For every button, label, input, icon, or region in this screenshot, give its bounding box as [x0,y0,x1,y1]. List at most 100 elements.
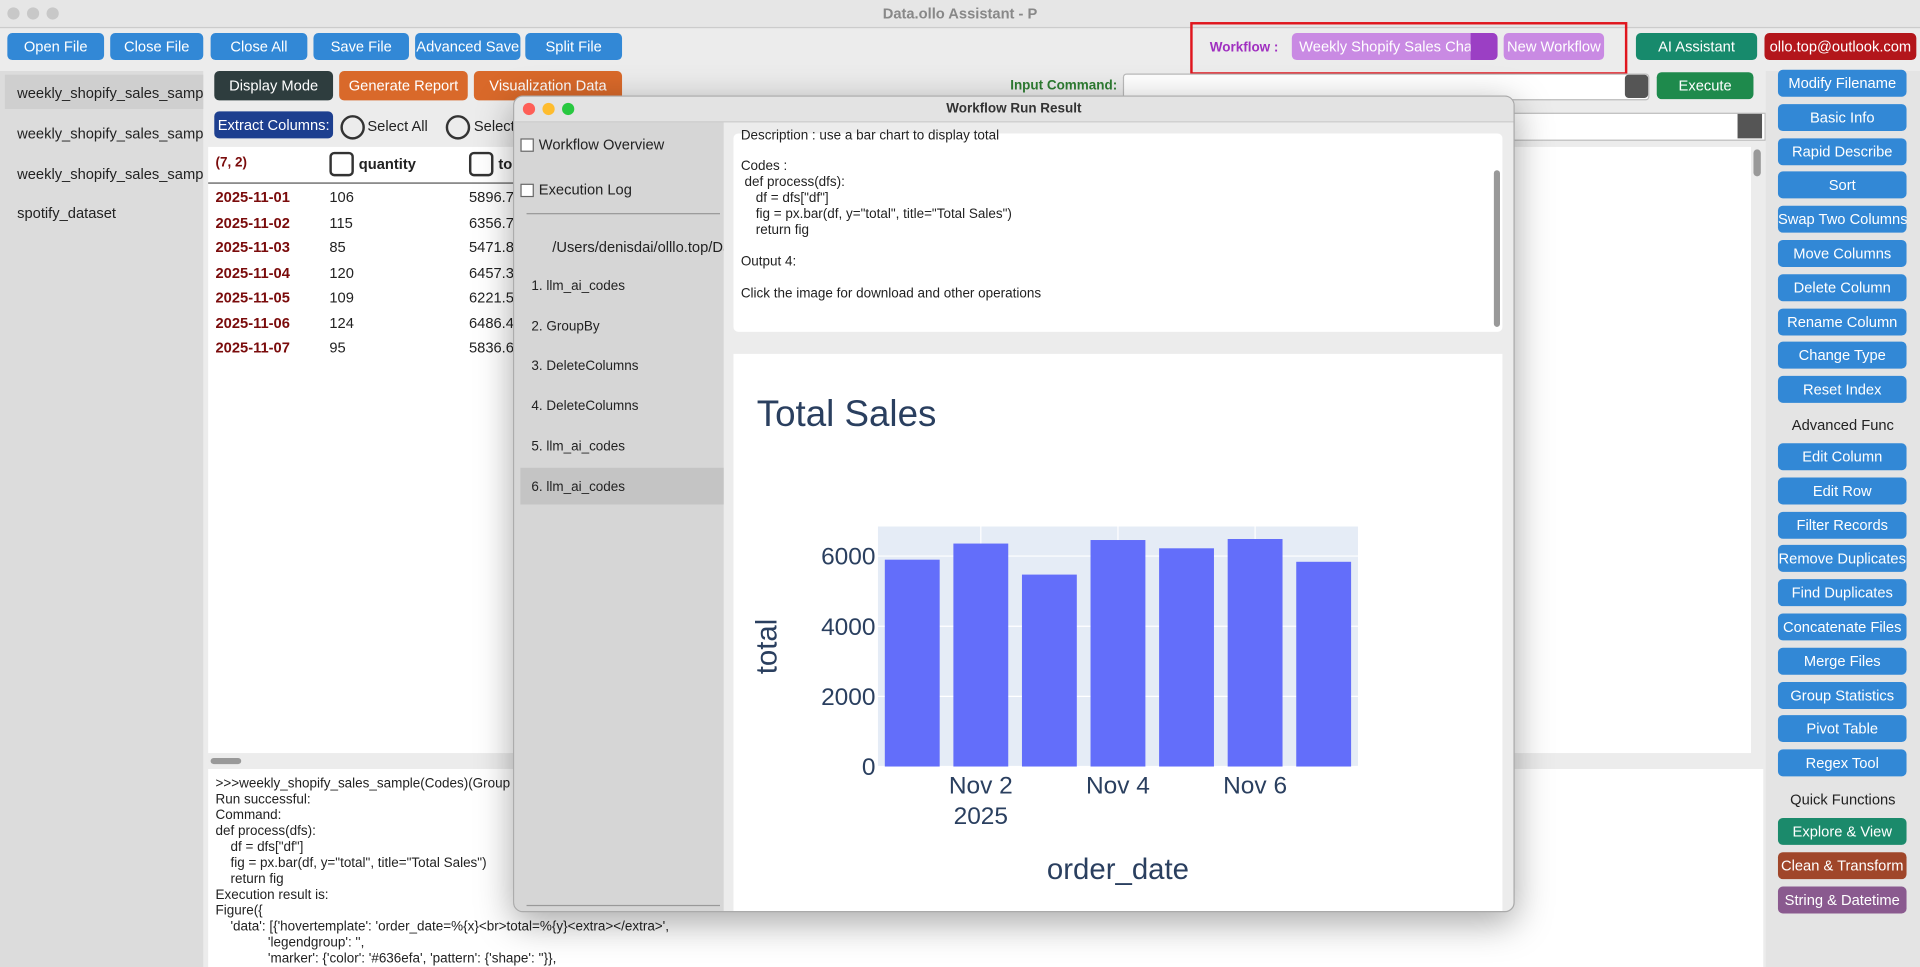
function-button[interactable]: Edit Column [1777,443,1907,471]
checkbox[interactable] [468,151,494,177]
function-button[interactable]: Delete Column [1777,274,1907,301]
new-workflow[interactable]: New Workflow [1503,33,1605,61]
cell: 109 [329,288,354,307]
workflow-step[interactable]: 4. DeleteColumns [531,399,639,414]
nav-icon [520,183,534,198]
checkbox[interactable] [329,151,354,177]
window-zoom[interactable] [46,7,59,20]
section-heading: Quick Functions [1790,791,1896,809]
h-scrollbar[interactable] [210,757,242,765]
mode-tab[interactable]: Visualization Data [473,71,623,101]
column-select-arrow[interactable] [1737,113,1763,139]
workflow-step[interactable]: 2. GroupBy [531,319,600,334]
function-button[interactable]: Rename Column [1777,308,1907,336]
workflow-step[interactable]: 3. DeleteColumns [531,359,639,374]
workflow-path: /Users/denisdai/olllo.top/Dat [552,238,724,256]
function-button[interactable]: Explore & View [1777,817,1907,845]
command-dropdown[interactable] [1624,74,1649,98]
description-box [733,133,1503,332]
file-item[interactable]: weekly_shopify_sales_sample [17,164,204,182]
toolbar-button[interactable]: Close File [110,33,204,61]
toolbar-button[interactable]: Close All [210,33,308,61]
function-button[interactable]: Filter Records [1777,511,1907,539]
function-button[interactable]: Merge Files [1777,647,1907,675]
window-close[interactable] [7,7,20,20]
description-line: Codes : [740,159,788,174]
bar [1021,574,1077,767]
ai-assistant[interactable]: AI Assistant [1635,33,1758,61]
function-button[interactable]: Group Statistics [1777,681,1907,709]
nav-item[interactable]: Execution Log [538,181,632,199]
toolbar-button[interactable]: Save File [313,33,409,61]
console-line: 'legendgroup': '', [215,935,365,951]
cell: 95 [329,339,346,357]
select-option[interactable]: Select All [367,117,428,135]
cell: 6486.4 [468,314,514,332]
function-button[interactable]: Basic Info [1777,103,1907,131]
function-button[interactable]: Change Type [1777,342,1907,370]
dialog-zoom[interactable] [562,102,575,116]
function-button[interactable]: String & Datetime [1777,886,1907,913]
nav-icon [520,138,534,152]
function-button[interactable]: Rapid Describe [1777,137,1907,165]
toolbar-button[interactable]: Advanced Save [415,33,521,61]
workflow-select[interactable]: Weekly Shopify Sales Chart [1291,33,1498,61]
x-tick-label: Nov 4 [1086,772,1150,799]
console-line: return fig [215,871,284,887]
nav-item[interactable]: Workflow Overview [538,135,665,154]
file-item[interactable]: weekly_shopify_sales_sample( [17,124,204,142]
function-button[interactable]: Concatenate Files [1777,613,1907,641]
console-line: Command: [215,808,282,823]
workflow-step[interactable]: 6. llm_ai_codes [531,479,626,495]
extract-label[interactable]: Extract Columns: [214,111,334,139]
dialog-close[interactable] [522,102,536,116]
file-item[interactable]: weekly_shopify_sales_sample( [17,84,204,102]
radio[interactable] [340,115,365,140]
function-button[interactable]: Move Columns [1777,240,1907,267]
toolbar-button[interactable]: Open File [7,33,105,61]
column-header[interactable]: to [498,155,513,173]
window-minimize[interactable] [26,7,40,20]
row-index: 2025-11-07 [215,339,290,357]
workflow-dropdown[interactable] [1470,33,1498,61]
function-button[interactable]: Modify Filename [1777,69,1907,97]
description-scrollbar[interactable] [1493,170,1501,327]
row-index: 2025-11-03 [215,238,290,256]
radio[interactable] [445,115,471,140]
function-button[interactable]: Remove Duplicates [1777,545,1907,573]
account[interactable]: ollo.top@outlook.com [1764,33,1917,61]
chart[interactable]: Total Sales 0 2000 4000 6000 Nov 2 Nov 4 Nov 6 2… [732,353,1501,902]
function-button[interactable]: Clean & Transform [1777,851,1907,879]
column-header[interactable]: quantity [358,155,416,173]
function-button[interactable]: Sort [1777,171,1907,199]
dialog-minimize[interactable] [542,102,555,116]
workflow-step[interactable]: 5. llm_ai_codes [531,439,626,455]
nav-separator [526,904,721,907]
function-button[interactable]: Edit Row [1777,477,1907,505]
column-select[interactable] [1512,112,1766,141]
file-item[interactable]: spotify_dataset [17,204,116,223]
console-line: Execution result is: [215,887,329,903]
toolbar-button[interactable]: Split File [525,33,623,61]
mode-tab[interactable]: Generate Report [339,71,468,101]
description-line: Description : use a bar chart to display… [740,128,1000,144]
execute-button[interactable]: Execute [1656,72,1754,100]
mode-tab[interactable]: Display Mode [214,71,334,101]
highlight-box [1190,22,1628,75]
function-button[interactable]: Find Duplicates [1777,579,1907,607]
console-line: 'marker': {'color': '#636efa', 'pattern'… [215,951,557,967]
table-header-rule [208,182,515,184]
function-button[interactable]: Pivot Table [1777,715,1907,743]
function-button[interactable]: Regex Tool [1777,749,1907,777]
scrollbar[interactable] [1753,149,1761,177]
function-button[interactable]: Swap Two Columns [1777,205,1907,233]
select-option[interactable]: Select [473,117,515,135]
console-line: fig = px.bar(df, y="total", title="Total… [215,855,487,871]
console-line: def process(dfs): [215,824,316,839]
file-sidebar [0,71,204,967]
nav-separator [526,213,721,215]
bar [953,543,1009,767]
function-button[interactable]: Reset Index [1777,376,1907,404]
workflow-step[interactable]: 1. llm_ai_codes [531,279,626,294]
workflow-label: Workflow : [1209,40,1279,56]
